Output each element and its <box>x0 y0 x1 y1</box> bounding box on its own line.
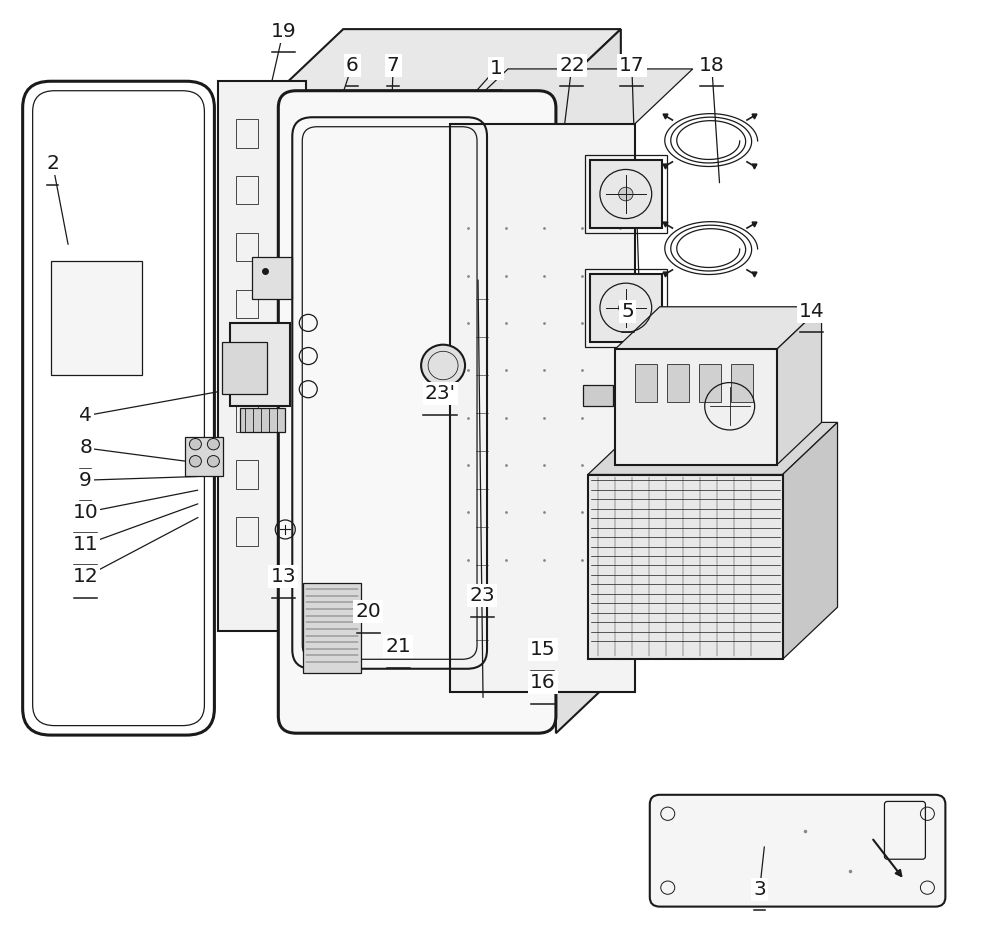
Bar <box>51 261 142 375</box>
Text: 8: 8 <box>79 438 92 457</box>
Text: 11: 11 <box>73 535 98 554</box>
Bar <box>236 460 258 489</box>
Text: 22: 22 <box>559 56 585 75</box>
Bar <box>635 363 657 401</box>
Text: 10: 10 <box>73 503 98 522</box>
Text: 19: 19 <box>270 22 296 41</box>
Polygon shape <box>783 422 838 660</box>
Bar <box>236 120 258 148</box>
Bar <box>699 363 721 401</box>
FancyBboxPatch shape <box>23 82 214 735</box>
Text: 21: 21 <box>385 638 411 657</box>
Text: 1: 1 <box>490 60 502 79</box>
Bar <box>236 176 258 204</box>
Bar <box>585 155 667 233</box>
Text: 16: 16 <box>530 674 556 693</box>
Bar <box>252 256 292 299</box>
Bar <box>218 82 306 631</box>
Polygon shape <box>588 422 838 474</box>
Polygon shape <box>556 29 621 734</box>
FancyBboxPatch shape <box>278 91 556 734</box>
Circle shape <box>207 438 219 450</box>
Text: 5: 5 <box>621 302 634 321</box>
Polygon shape <box>615 307 822 349</box>
Text: 6: 6 <box>346 56 359 75</box>
Text: 9: 9 <box>79 471 92 490</box>
Bar <box>585 269 667 346</box>
Circle shape <box>189 438 201 450</box>
Bar <box>731 363 753 401</box>
Bar <box>236 403 258 432</box>
Polygon shape <box>777 307 822 465</box>
Circle shape <box>421 344 465 386</box>
Circle shape <box>619 301 633 314</box>
Bar <box>236 289 258 318</box>
Polygon shape <box>278 29 621 91</box>
Bar <box>590 159 662 228</box>
Text: 20: 20 <box>355 603 381 622</box>
Text: 7: 7 <box>387 56 400 75</box>
Bar <box>222 342 267 394</box>
Text: 12: 12 <box>73 568 98 586</box>
Polygon shape <box>450 69 693 124</box>
Bar <box>588 474 783 660</box>
Text: 18: 18 <box>699 56 725 75</box>
Bar <box>583 385 613 406</box>
Circle shape <box>619 187 633 201</box>
Text: 15: 15 <box>530 641 556 660</box>
Bar <box>236 346 258 375</box>
Bar <box>667 363 689 401</box>
Text: 23: 23 <box>469 586 495 605</box>
FancyBboxPatch shape <box>650 795 945 906</box>
Circle shape <box>207 456 219 467</box>
Text: 14: 14 <box>799 302 824 321</box>
Bar <box>236 233 258 261</box>
Circle shape <box>189 456 201 467</box>
Bar <box>450 124 635 693</box>
Bar <box>236 517 258 546</box>
Text: 3: 3 <box>753 880 766 899</box>
Bar <box>240 408 285 432</box>
Bar <box>590 273 662 342</box>
Bar <box>185 437 223 476</box>
Text: 4: 4 <box>79 406 92 425</box>
Text: 13: 13 <box>270 568 296 586</box>
Bar <box>615 349 777 465</box>
Text: 23': 23' <box>425 384 456 403</box>
Bar <box>230 323 290 406</box>
Text: 17: 17 <box>619 56 645 75</box>
Bar <box>303 584 361 674</box>
Text: 2: 2 <box>46 154 59 173</box>
